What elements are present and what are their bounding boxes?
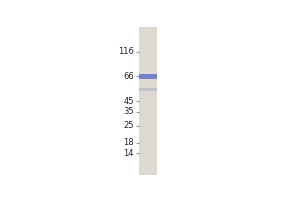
Text: 66: 66 [123,72,134,81]
Text: 116: 116 [118,47,134,56]
Bar [139,88,157,91]
Bar [139,74,157,79]
Text: 14: 14 [124,149,134,158]
Text: 18: 18 [123,138,134,147]
Bar [139,27,157,175]
Text: 25: 25 [124,121,134,130]
Text: 35: 35 [123,107,134,116]
Text: 45: 45 [124,97,134,106]
